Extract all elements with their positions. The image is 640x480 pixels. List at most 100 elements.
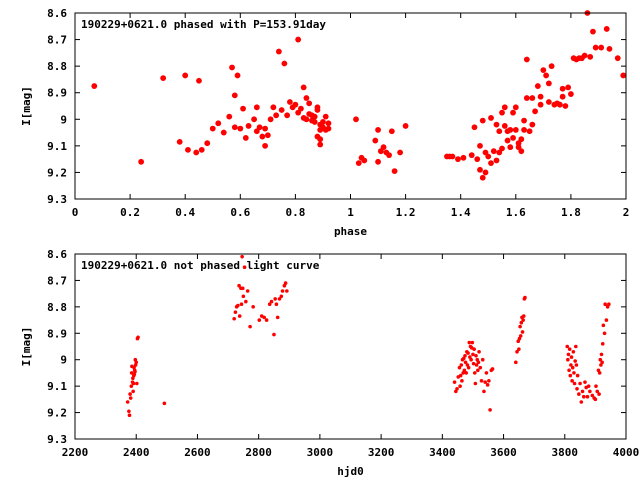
data-point: [581, 52, 588, 59]
data-point: [569, 363, 573, 367]
data-point: [314, 104, 321, 111]
data-point: [518, 136, 525, 143]
data-point: [236, 303, 240, 308]
data-point: [493, 121, 500, 128]
data-point: [597, 392, 601, 396]
data-point: [543, 72, 550, 79]
data-point: [264, 132, 271, 139]
data-point: [469, 357, 473, 362]
data-point: [600, 342, 605, 346]
data-point: [474, 156, 481, 163]
data-point: [466, 351, 470, 355]
data-point: [603, 302, 607, 307]
data-point: [463, 353, 467, 358]
y-tick-label: 8.6: [47, 7, 67, 20]
data-point: [237, 125, 244, 132]
data-point: [559, 93, 566, 100]
data-point: [295, 36, 302, 43]
data-point: [520, 330, 525, 334]
data-point: [237, 283, 241, 288]
data-point: [512, 127, 519, 133]
data-point: [275, 315, 280, 320]
data-point: [507, 144, 514, 151]
data-point: [545, 80, 552, 87]
raw-light-curve-panel: 2200 2400 2600 2800 3000 3200 3400 3600 3800 4000…: [20, 248, 639, 478]
data-point: [463, 360, 468, 365]
data-point: [474, 363, 479, 367]
data-point: [514, 360, 518, 365]
data-point: [91, 83, 98, 89]
data-point: [507, 127, 514, 133]
data-point: [267, 116, 274, 123]
data-point: [568, 373, 573, 378]
data-point: [317, 136, 324, 143]
data-point: [599, 352, 604, 357]
data-point: [587, 53, 594, 60]
x-tick-label: 4000: [613, 446, 640, 459]
data-point: [272, 332, 276, 337]
data-point: [470, 340, 475, 345]
data-point: [231, 124, 238, 131]
data-point: [240, 105, 246, 112]
data-point: [128, 396, 133, 400]
data-point: [185, 146, 191, 153]
x-tick-label: 3600: [490, 446, 517, 459]
data-point: [452, 380, 457, 384]
data-point: [521, 314, 526, 318]
data-point: [311, 113, 318, 120]
data-point: [471, 352, 475, 357]
data-point: [372, 137, 379, 144]
data-point: [251, 305, 255, 309]
data-point: [566, 352, 571, 357]
data-point: [466, 365, 471, 370]
data-point: [278, 107, 285, 113]
data-point: [595, 389, 600, 394]
data-point: [571, 349, 576, 354]
data-point: [240, 254, 244, 259]
raw-plot-frame: [74, 253, 627, 440]
data-point: [566, 357, 570, 362]
phased-y-axis-label: I[mag]: [20, 86, 33, 126]
data-point: [388, 128, 395, 135]
data-point: [325, 120, 332, 127]
data-point: [283, 281, 288, 285]
data-point: [529, 95, 536, 101]
data-point: [471, 361, 476, 366]
data-point: [521, 117, 527, 124]
data-point: [484, 371, 489, 375]
x-tick-label: 3000: [307, 446, 334, 459]
data-point: [580, 389, 585, 394]
data-point: [601, 323, 606, 328]
data-point: [391, 168, 398, 175]
data-point: [488, 408, 492, 412]
data-point: [572, 371, 576, 375]
x-tick-label: 1.2: [396, 206, 416, 219]
data-point: [510, 134, 516, 141]
data-point: [490, 367, 495, 371]
data-point: [567, 347, 572, 351]
data-point: [570, 379, 574, 383]
data-point: [286, 99, 293, 105]
raw-y-axis-label: I[mag]: [20, 327, 33, 367]
data-point: [270, 104, 277, 111]
data-point: [353, 116, 359, 123]
data-point: [277, 297, 282, 301]
data-point: [198, 146, 205, 153]
x-tick-label: 0.6: [230, 206, 250, 219]
x-tick-label: 3200: [368, 446, 395, 459]
data-point: [485, 383, 490, 387]
data-point: [134, 360, 139, 365]
data-point: [264, 318, 269, 322]
phased-x-axis-label: phase: [334, 225, 367, 238]
data-point: [262, 125, 268, 132]
data-point: [468, 152, 475, 159]
data-point: [504, 137, 511, 144]
y-tick-label: 8.9: [47, 87, 67, 100]
x-tick-label: 0: [72, 206, 79, 219]
data-point: [248, 324, 252, 329]
y-tick-label: 9: [60, 113, 67, 126]
data-point: [127, 409, 131, 414]
data-point: [518, 324, 522, 329]
data-point: [583, 380, 587, 384]
